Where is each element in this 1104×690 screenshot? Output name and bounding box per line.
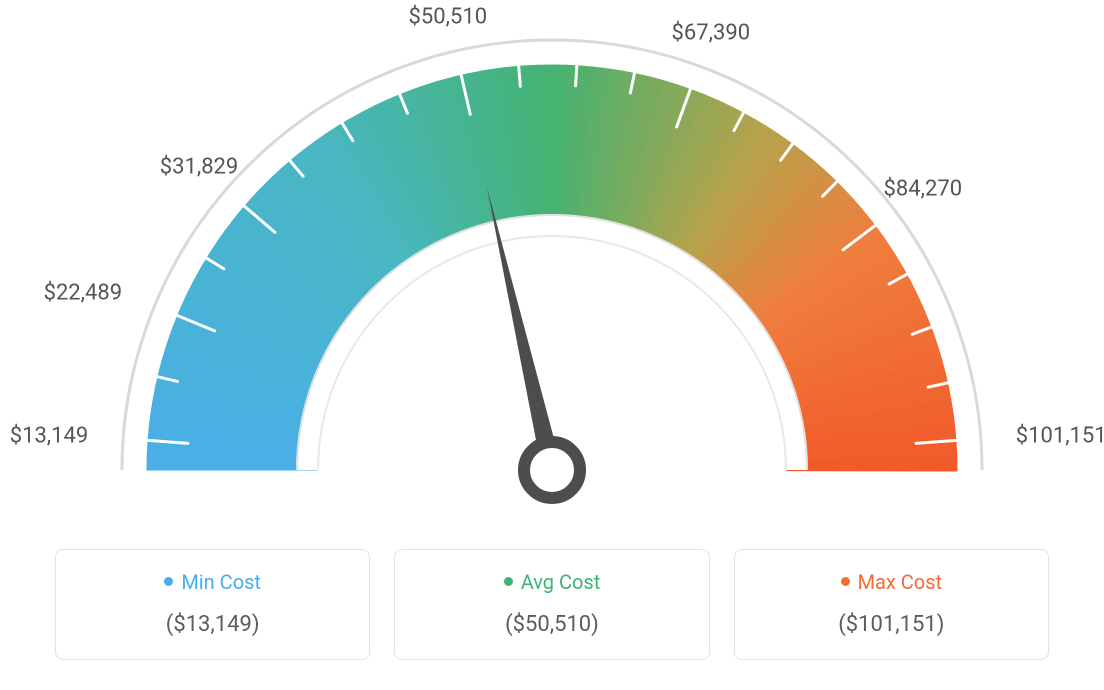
gauge-svg xyxy=(0,0,1104,540)
gauge-tick-label: $50,510 xyxy=(409,4,488,29)
gauge-tick-label: $84,270 xyxy=(884,177,963,202)
legend-value-max: ($101,151) xyxy=(745,612,1038,637)
gauge-tick-label: $13,149 xyxy=(10,424,89,449)
gauge-tick-label: $101,151 xyxy=(1016,424,1104,449)
legend-value-avg: ($50,510) xyxy=(405,612,698,637)
legend-dot-max xyxy=(841,577,850,586)
gauge-needle-hub xyxy=(524,442,580,498)
legend-row: Min Cost ($13,149) Avg Cost ($50,510) Ma… xyxy=(55,549,1049,660)
legend-dot-avg xyxy=(504,577,513,586)
legend-card-avg: Avg Cost ($50,510) xyxy=(394,549,709,660)
gauge-tick-label: $31,829 xyxy=(160,155,239,180)
legend-title-max: Max Cost xyxy=(745,570,1038,594)
gauge-tick-label: $67,390 xyxy=(672,20,751,45)
legend-value-min: ($13,149) xyxy=(66,612,359,637)
legend-title-text: Min Cost xyxy=(181,570,261,594)
legend-card-max: Max Cost ($101,151) xyxy=(734,549,1049,660)
gauge-chart: $13,149 $22,489 $31,829 $50,510 $67,390 $84,2… xyxy=(0,0,1104,690)
legend-title-text: Max Cost xyxy=(858,570,943,594)
legend-card-min: Min Cost ($13,149) xyxy=(55,549,370,660)
legend-title-text: Avg Cost xyxy=(521,570,601,594)
legend-dot-min xyxy=(164,577,173,586)
legend-title-avg: Avg Cost xyxy=(405,570,698,594)
gauge-color-band xyxy=(147,65,957,471)
legend-title-min: Min Cost xyxy=(66,570,359,594)
gauge-tick-label: $22,489 xyxy=(44,280,123,305)
